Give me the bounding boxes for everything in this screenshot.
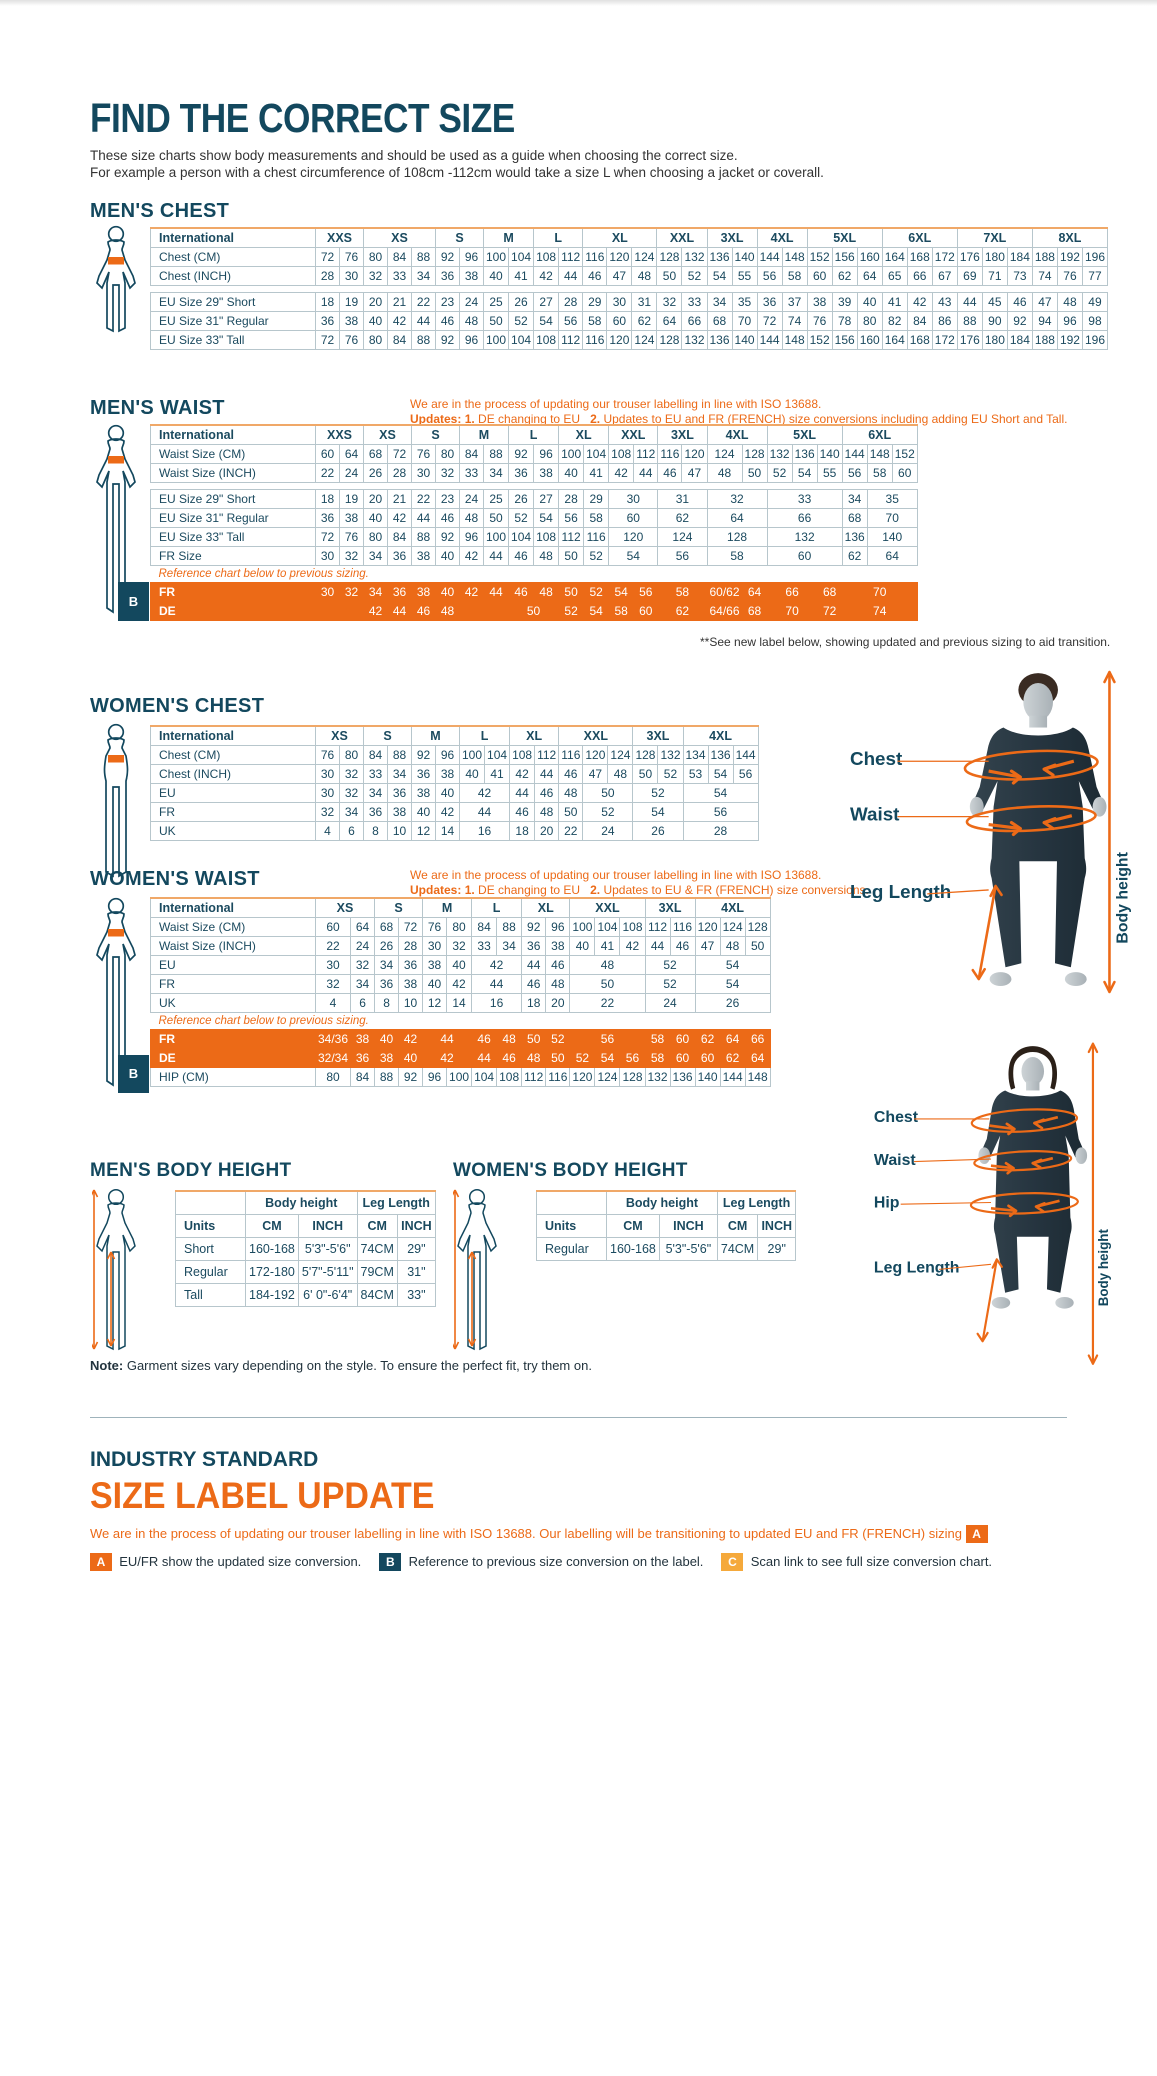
- svg-text:Waist: Waist: [874, 1152, 916, 1169]
- svg-text:Body height: Body height: [1114, 851, 1131, 943]
- svg-text:Body height: Body height: [1096, 1229, 1111, 1307]
- svg-text:Chest: Chest: [874, 1109, 919, 1126]
- svg-text:Chest: Chest: [850, 748, 903, 769]
- svg-text:Waist: Waist: [850, 804, 900, 825]
- svg-text:Hip: Hip: [874, 1195, 900, 1212]
- svg-text:Leg Length: Leg Length: [850, 881, 951, 902]
